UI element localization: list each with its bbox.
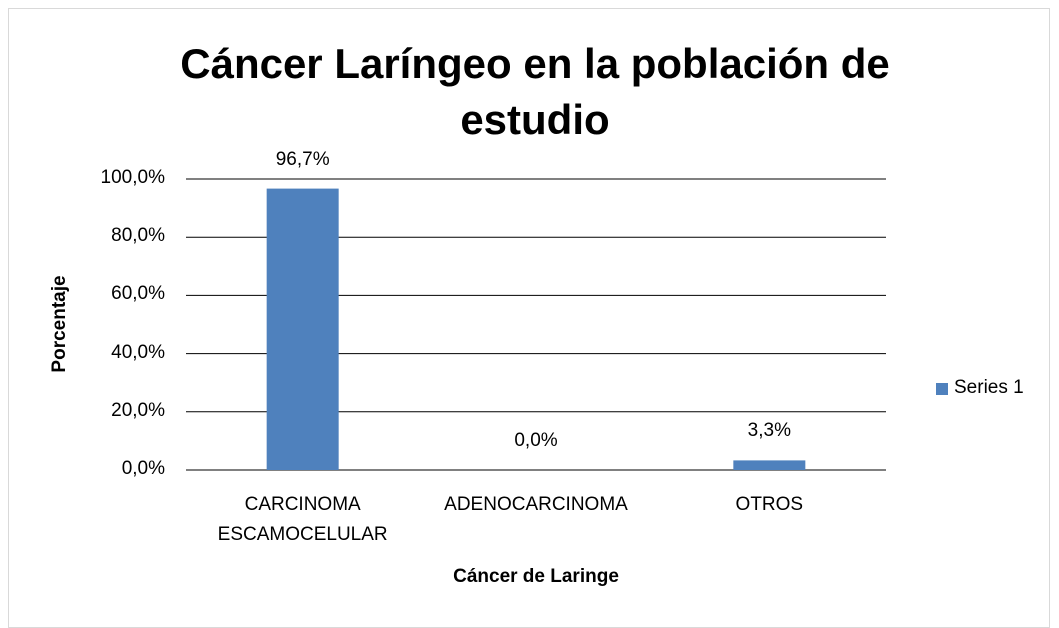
- data-label: 0,0%: [514, 430, 558, 451]
- bar: [266, 188, 339, 470]
- y-tick-label: 100,0%: [100, 167, 165, 188]
- x-axis-title: Cáncer de Laringe: [453, 566, 619, 587]
- data-label: 3,3%: [747, 420, 791, 442]
- chart-title: Cáncer Laríngeo en la población de estud…: [180, 40, 890, 143]
- y-tick-label: 60,0%: [111, 283, 165, 305]
- y-tick-label: 0,0%: [121, 458, 165, 479]
- legend-swatch: [936, 383, 948, 395]
- bar: [733, 460, 806, 470]
- x-tick-label: CARCINOMA ESCAMOCELULAR: [217, 494, 388, 545]
- y-axis-title: Porcentaje: [49, 275, 70, 373]
- y-tick-label: 40,0%: [111, 341, 165, 363]
- x-tick-label: OTROS: [735, 494, 804, 515]
- x-tick-label: ADENOCARCINOMA: [444, 494, 628, 515]
- y-tick-label: 20,0%: [111, 399, 165, 421]
- data-label: 96,7%: [275, 148, 330, 170]
- y-tick-label: 80,0%: [111, 225, 165, 247]
- legend-label: Series 1: [954, 377, 1024, 398]
